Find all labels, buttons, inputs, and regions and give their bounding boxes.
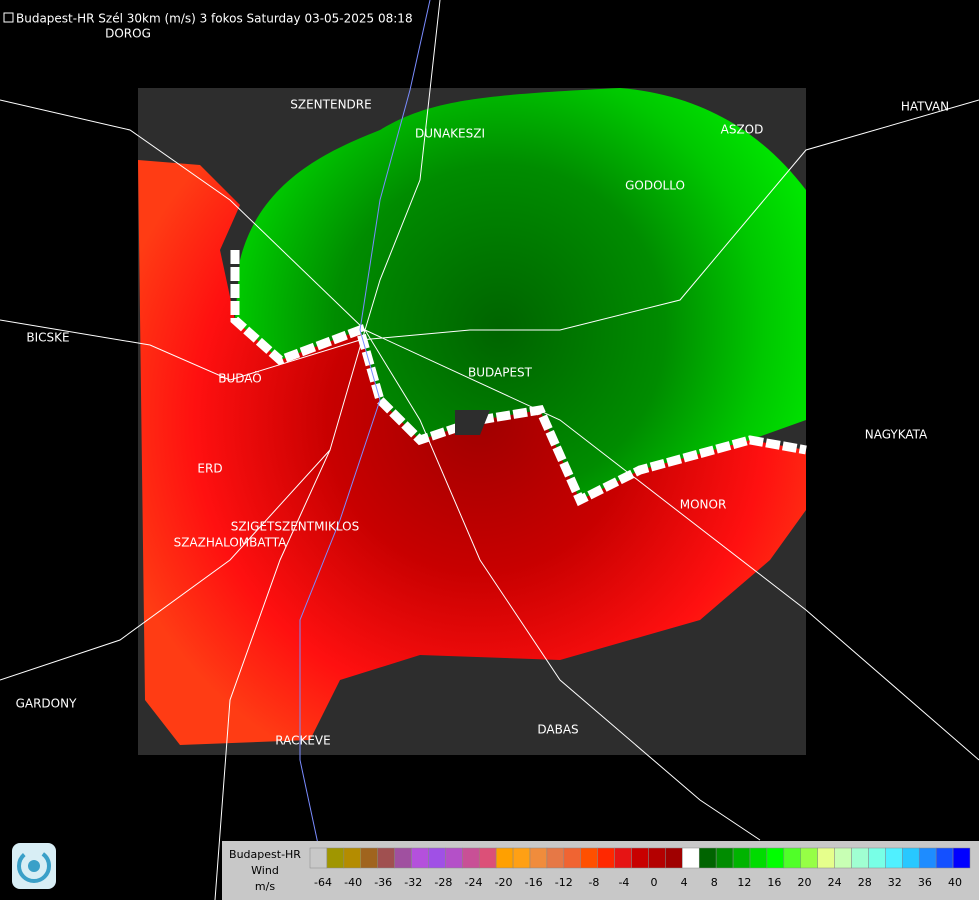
- place-label: DUNAKESZI: [415, 127, 485, 141]
- legend-tick-label: 4: [681, 876, 688, 889]
- legend-tick-label: -8: [588, 876, 599, 889]
- place-label: HATVAN: [901, 100, 949, 114]
- legend-swatch: [411, 847, 429, 869]
- legend-tick-label: 28: [858, 876, 872, 889]
- legend-tick-label: -4: [618, 876, 629, 889]
- legend-swatch: [885, 847, 903, 869]
- approaching-echo: [235, 88, 806, 500]
- legend-tick-label: 0: [651, 876, 658, 889]
- place-label: ERD: [197, 462, 222, 476]
- legend-swatch: [665, 847, 683, 869]
- legend-swatch: [512, 847, 531, 869]
- legend-swatch: [597, 847, 615, 869]
- receding-echo: [138, 160, 806, 745]
- legend-swatch: [935, 847, 954, 869]
- place-label: RACKEVE: [275, 734, 330, 748]
- legend-tick-label: -32: [404, 876, 422, 889]
- legend-swatch: [800, 847, 818, 869]
- place-label: MONOR: [680, 498, 727, 512]
- place-label: SZIGETSZENTMIKLOS: [231, 520, 359, 534]
- no-echo-area: [455, 410, 490, 435]
- map-title: Budapest-HR Szél 30km (m/s) 3 fokos Satu…: [16, 12, 413, 26]
- legend-tick-label: -40: [344, 876, 362, 889]
- legend-swatch: [495, 847, 514, 869]
- legend-swatch: [783, 847, 802, 869]
- legend-swatch: [682, 847, 700, 869]
- legend-swatch: [648, 847, 666, 869]
- legend-swatch: [478, 847, 497, 869]
- zero-velocity-band: [230, 250, 807, 507]
- legend-swatch: [326, 847, 345, 869]
- legend-swatch: [529, 847, 548, 869]
- legend-swatch: [377, 847, 395, 869]
- legend-tick-label: 24: [828, 876, 842, 889]
- place-label: SZENTENDRE: [290, 98, 371, 112]
- legend-swatch: [614, 847, 632, 869]
- legend-swatch: [851, 847, 869, 869]
- legend-swatch: [868, 847, 886, 869]
- legend-tick-label: -36: [374, 876, 392, 889]
- legend-tick-label: -64: [314, 876, 332, 889]
- legend-swatch: [360, 847, 378, 869]
- legend-tick-label: 8: [711, 876, 718, 889]
- legend-swatch: [766, 847, 785, 869]
- legend-swatch: [918, 847, 937, 869]
- legend-swatch: [580, 847, 598, 869]
- place-label: GODOLLO: [625, 179, 685, 193]
- place-label: NAGYKATA: [865, 428, 928, 442]
- legend-swatch: [817, 847, 835, 869]
- legend-swatch: [732, 847, 751, 869]
- legend-swatch: [563, 847, 582, 869]
- place-label: ASZOD: [721, 123, 764, 137]
- title-icon: [3, 12, 14, 23]
- legend-tick-label: -16: [525, 876, 543, 889]
- legend-tick-label: 16: [767, 876, 781, 889]
- legend-title: Budapest-HR: [229, 848, 301, 861]
- legend-tick-label: -12: [555, 876, 573, 889]
- place-label: BUDAÖ: [218, 370, 262, 386]
- legend-swatch: [309, 847, 328, 869]
- legend-label: Wind: [251, 864, 279, 877]
- legend-swatch: [546, 847, 565, 869]
- legend-swatch: [698, 847, 717, 869]
- legend-swatch: [428, 847, 446, 869]
- legend-tick-label: 12: [737, 876, 751, 889]
- legend-tick-label: -28: [434, 876, 452, 889]
- legend-swatch: [343, 847, 362, 869]
- legend-swatch: [394, 847, 412, 869]
- logo: [12, 843, 56, 889]
- place-label: BUDAPEST: [468, 366, 533, 380]
- legend-tick-label: 32: [888, 876, 902, 889]
- legend-tick-label: -24: [464, 876, 482, 889]
- legend-swatch: [952, 847, 971, 869]
- legend-swatch: [462, 847, 480, 869]
- place-label: GARDONY: [16, 697, 78, 711]
- legend-tick-label: 20: [798, 876, 812, 889]
- place-label: DABAS: [537, 723, 578, 737]
- legend-swatch: [834, 847, 852, 869]
- legend-unit: m/s: [255, 880, 275, 893]
- legend-tick-label: -20: [495, 876, 513, 889]
- legend-swatch: [749, 847, 768, 869]
- legend-swatch: [445, 847, 463, 869]
- legend-swatch: [631, 847, 649, 869]
- legend-swatch: [715, 847, 734, 869]
- place-label: DOROG: [105, 27, 151, 41]
- place-label: SZAZHALOMBATTA: [174, 536, 288, 550]
- legend-tick-label: 36: [918, 876, 932, 889]
- legend: Budapest-HR Wind m/s -64 -40 -36 -32 -28 -24-…: [222, 841, 979, 900]
- legend-swatch: [902, 847, 920, 869]
- place-label: BICSKE: [26, 331, 69, 345]
- rivers: [299, 0, 431, 900]
- legend-tick-label: 40: [948, 876, 962, 889]
